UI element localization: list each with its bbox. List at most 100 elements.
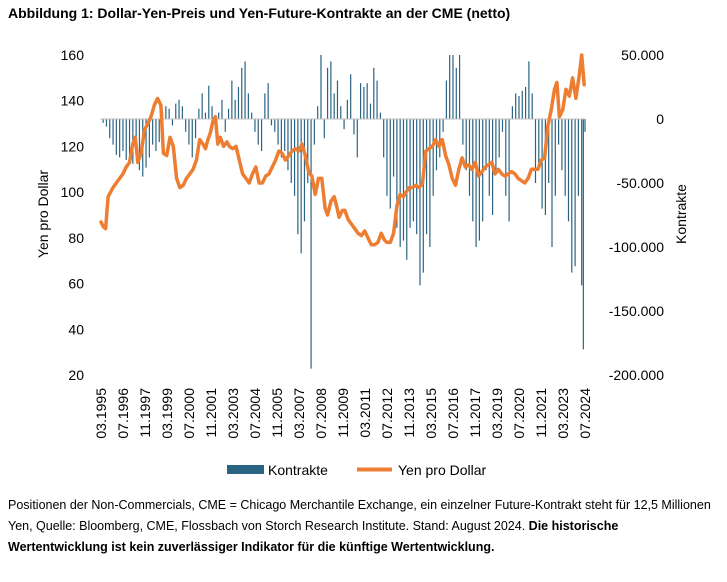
x-tick-label: 07.2008 bbox=[313, 388, 329, 439]
contract-bar bbox=[508, 119, 510, 222]
contract-bar bbox=[488, 119, 490, 196]
contract-bar bbox=[399, 119, 401, 247]
contract-bar bbox=[204, 112, 207, 119]
contract-bar bbox=[363, 87, 365, 119]
contract-bar bbox=[416, 119, 418, 235]
left-axis-label: Yen pro Dollar bbox=[35, 170, 51, 259]
x-tick-labels: 03.1995 07.1996 11.1997 03.1999 07.2000 11.20… bbox=[93, 388, 593, 439]
contract-bar bbox=[442, 119, 444, 132]
x-tick-label: 11.2005 bbox=[269, 388, 285, 438]
right-tick-label: -50.000 bbox=[617, 175, 665, 191]
contract-bar bbox=[300, 119, 302, 254]
x-tick-label: 03.2019 bbox=[489, 388, 505, 439]
contract-bar bbox=[260, 119, 263, 151]
contract-bar bbox=[452, 55, 454, 119]
contract-bar bbox=[297, 119, 299, 235]
contract-bar bbox=[389, 119, 391, 209]
contract-bar bbox=[152, 119, 154, 145]
contract-bar bbox=[340, 106, 342, 119]
contract-bar bbox=[557, 119, 560, 145]
contract-bar bbox=[165, 106, 167, 119]
contract-bar bbox=[373, 67, 375, 119]
contract-bar bbox=[458, 55, 461, 119]
contract-bar bbox=[211, 106, 213, 119]
contract-bar bbox=[284, 119, 286, 151]
x-tick-label: 07.2016 bbox=[445, 388, 461, 439]
contract-bar bbox=[534, 119, 537, 183]
left-tick-label: 40 bbox=[68, 321, 84, 337]
contract-bar bbox=[181, 106, 183, 119]
yen-line bbox=[99, 53, 586, 247]
contract-bar bbox=[518, 95, 520, 119]
contract-bar bbox=[359, 83, 362, 119]
x-tick-label: 07.2012 bbox=[379, 388, 395, 439]
x-tick-label: 11.2001 bbox=[203, 388, 219, 438]
contract-bar bbox=[511, 106, 513, 119]
contract-bar bbox=[350, 74, 352, 119]
contract-bar bbox=[501, 119, 504, 132]
x-tick-label: 03.2023 bbox=[555, 388, 571, 439]
contract-bar bbox=[310, 119, 312, 369]
contract-bar bbox=[330, 61, 332, 119]
legend: Kontrakte Yen pro Dollar bbox=[227, 462, 487, 478]
contract-bar bbox=[221, 99, 223, 119]
contract-bar bbox=[366, 83, 368, 119]
contract-bar bbox=[109, 119, 111, 139]
contract-bar bbox=[234, 99, 236, 119]
right-tick-label: -200.000 bbox=[609, 367, 664, 383]
contract-bar bbox=[445, 80, 447, 119]
contract-bar bbox=[155, 119, 157, 151]
x-tick-label: 03.2003 bbox=[225, 388, 241, 439]
contract-bar bbox=[584, 119, 586, 132]
contract-bar bbox=[412, 119, 414, 222]
contract-bar bbox=[495, 119, 497, 171]
contract-bar bbox=[465, 119, 467, 171]
contract-bar bbox=[409, 119, 411, 228]
contract-bar bbox=[531, 93, 533, 119]
legend-label-bars: Kontrakte bbox=[268, 462, 328, 478]
footnote: Positionen der Non-Commercials, CME = Ch… bbox=[8, 495, 720, 558]
contract-bar bbox=[287, 119, 289, 171]
contract-bar bbox=[422, 119, 424, 273]
contract-bar bbox=[158, 119, 160, 143]
contract-bar bbox=[353, 119, 355, 135]
contract-bar bbox=[277, 119, 279, 145]
x-tick-label: 11.2017 bbox=[467, 388, 483, 438]
x-tick-label: 07.1996 bbox=[115, 388, 131, 439]
contract-bar bbox=[175, 103, 177, 119]
contract-bar bbox=[386, 119, 388, 196]
contract-bar bbox=[419, 119, 421, 286]
contract-bar bbox=[571, 119, 573, 273]
x-tick-label: 03.2007 bbox=[291, 388, 307, 439]
contract-bar bbox=[112, 119, 114, 145]
contract-bar bbox=[241, 67, 243, 119]
contract-bar bbox=[498, 119, 500, 158]
contract-bar bbox=[333, 93, 335, 119]
right-tick-label: 0 bbox=[656, 111, 664, 127]
x-tick-label: 11.2021 bbox=[533, 388, 549, 438]
contract-bar bbox=[392, 119, 395, 177]
contract-bar bbox=[244, 61, 246, 119]
contract-bar bbox=[561, 119, 563, 171]
chart-title: Abbildung 1: Dollar-Yen-Preis und Yen-Fu… bbox=[8, 5, 511, 21]
left-tick-label: 100 bbox=[61, 184, 85, 200]
x-tick-label: 07.2004 bbox=[247, 388, 263, 439]
contract-bar bbox=[320, 55, 322, 119]
contract-bar bbox=[475, 119, 477, 247]
contract-bar bbox=[307, 119, 309, 183]
contract-bar bbox=[567, 119, 570, 222]
contract-bar bbox=[257, 119, 259, 145]
contract-bar bbox=[313, 119, 315, 145]
contract-bar bbox=[432, 119, 434, 196]
contract-bar bbox=[485, 119, 487, 171]
legend-label-line: Yen pro Dollar bbox=[398, 462, 487, 478]
contract-bar bbox=[105, 119, 108, 127]
contract-bar bbox=[528, 61, 530, 119]
contract-bar bbox=[577, 119, 579, 196]
contract-bar bbox=[468, 119, 471, 196]
bars bbox=[100, 55, 586, 369]
contract-bar bbox=[449, 55, 451, 119]
contract-bar bbox=[505, 119, 507, 196]
contract-bar bbox=[102, 119, 104, 123]
